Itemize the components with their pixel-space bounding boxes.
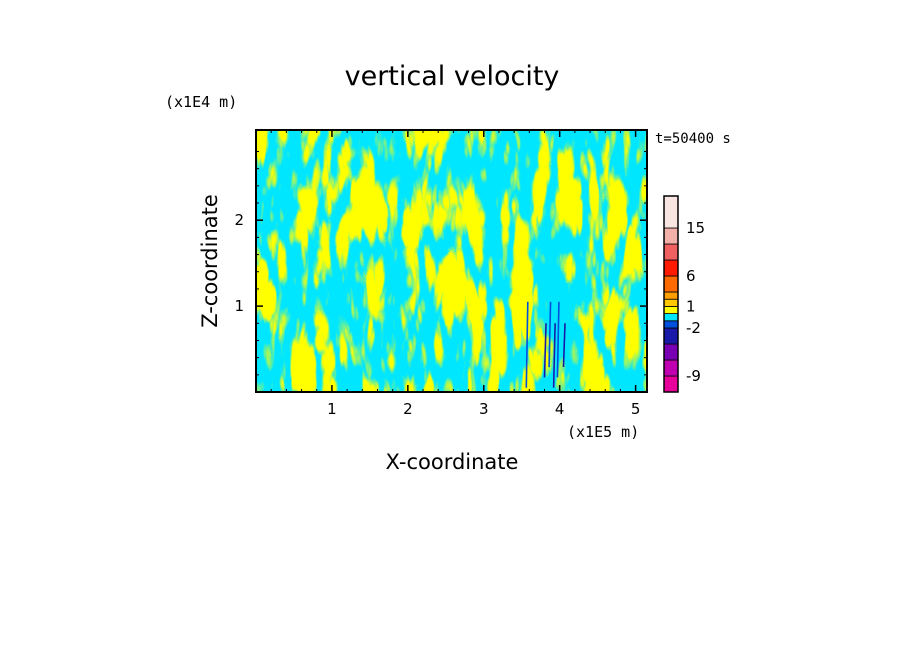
colorbar-tick-label: 6 bbox=[686, 267, 696, 285]
colorbar-band bbox=[663, 298, 679, 307]
field-streak bbox=[548, 301, 552, 368]
colorbar-tick-label: 15 bbox=[686, 219, 705, 237]
field-positive-regions bbox=[256, 130, 647, 392]
colorbar-tick-label: 1 bbox=[686, 297, 696, 315]
y-axis-label: Z-coordinate bbox=[198, 194, 222, 328]
colorbar-band bbox=[663, 291, 679, 300]
colorbar-band bbox=[663, 375, 679, 393]
y-unit-label: (x1E4 m) bbox=[165, 93, 237, 111]
x-tick-label: 1 bbox=[327, 400, 337, 418]
chart-title: vertical velocity bbox=[345, 61, 560, 92]
x-unit-label: (x1E5 m) bbox=[567, 423, 639, 441]
y-tick-label: 1 bbox=[234, 297, 244, 315]
x-tick-label: 3 bbox=[479, 400, 489, 418]
time-label: t=50400 s bbox=[655, 131, 731, 147]
colorbar-band bbox=[663, 259, 679, 277]
field-streak bbox=[543, 323, 547, 378]
colorbar-band bbox=[663, 313, 679, 322]
colorbar-tick-label: -2 bbox=[686, 319, 701, 337]
y-tick-label: 2 bbox=[234, 211, 244, 229]
heatmap-field bbox=[256, 130, 647, 392]
field-streaks bbox=[525, 301, 566, 388]
field-streak bbox=[562, 323, 566, 368]
colorbar-band bbox=[663, 343, 679, 361]
field-streak bbox=[525, 301, 529, 388]
colorbar-frame bbox=[663, 195, 679, 393]
x-axis-label: X-coordinate bbox=[386, 450, 519, 474]
field-streak bbox=[556, 301, 560, 378]
colorbar-band bbox=[663, 275, 679, 293]
x-tick-label: 5 bbox=[631, 400, 641, 418]
colorbar-band bbox=[663, 327, 679, 345]
colorbar-band bbox=[663, 243, 679, 261]
x-tick-label: 2 bbox=[403, 400, 413, 418]
field-streak bbox=[552, 323, 556, 388]
colorbar-band bbox=[663, 359, 679, 377]
x-tick-label: 4 bbox=[555, 400, 565, 418]
colorbar-band bbox=[663, 227, 679, 245]
colorbar: 15 6 1 -2 -9 bbox=[663, 195, 705, 393]
colorbar-tick-label: -9 bbox=[686, 367, 701, 385]
plot-frame bbox=[255, 129, 648, 393]
x-axis-ticks: 1 2 3 4 5 bbox=[270, 130, 641, 418]
y-axis-ticks: 12 bbox=[234, 150, 647, 376]
colorbar-band bbox=[663, 305, 679, 314]
colorbar-band bbox=[663, 320, 679, 329]
colorbar-band bbox=[663, 195, 679, 229]
